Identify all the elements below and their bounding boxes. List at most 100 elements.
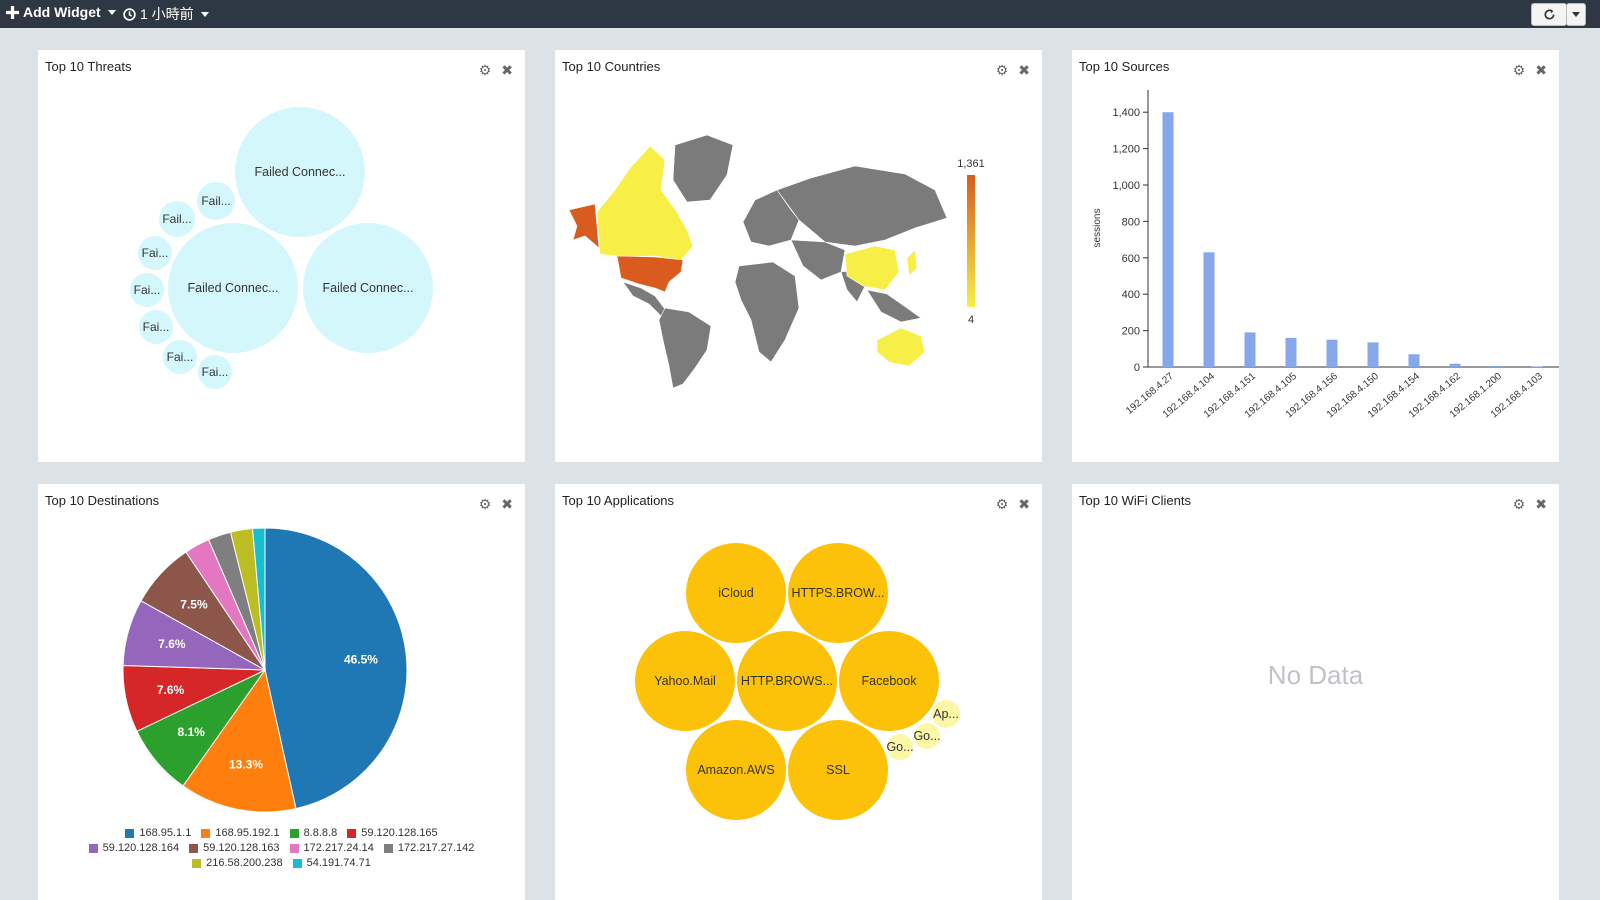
legend-item[interactable]: 216.58.200.238 (192, 857, 283, 869)
application-bubble[interactable]: iCloud (686, 543, 786, 643)
close-icon[interactable]: ✖ (1018, 62, 1030, 78)
close-icon[interactable]: ✖ (1018, 496, 1030, 512)
bar[interactable] (1490, 365, 1502, 367)
pie-slice[interactable] (264, 527, 408, 810)
threat-bubble[interactable]: Fai... (198, 355, 232, 389)
application-bubble[interactable]: Facebook (839, 631, 939, 731)
legend-item[interactable]: 168.95.192.1 (201, 827, 280, 839)
bar[interactable] (1449, 363, 1461, 367)
gear-icon[interactable]: ⚙ (1512, 62, 1526, 78)
application-bubble-label: Go... (886, 740, 913, 754)
widget-controls: ⚙ ✖ (479, 62, 513, 79)
legend-label: 172.217.24.14 (303, 842, 374, 854)
application-bubble[interactable]: Go... (886, 734, 914, 760)
threat-bubble[interactable]: Fai... (138, 236, 172, 270)
map-region-alaska[interactable] (568, 203, 600, 249)
threat-bubble[interactable]: Failed Connec... (168, 223, 298, 353)
legend-swatch (201, 828, 211, 838)
threat-bubble[interactable]: Failed Connec... (235, 107, 365, 237)
application-bubble-label: Facebook (862, 674, 918, 688)
threat-bubble[interactable]: Fail... (159, 201, 195, 237)
legend-item[interactable]: 172.217.24.14 (289, 842, 374, 854)
legend-item[interactable]: 8.8.8.8 (289, 827, 337, 839)
pie-slice[interactable] (182, 668, 297, 813)
gear-icon[interactable]: ⚙ (1512, 496, 1526, 512)
application-bubble[interactable]: Yahoo.Mail (635, 631, 735, 731)
time-range-label: 1 小時前 (140, 6, 194, 22)
close-icon[interactable]: ✖ (1535, 496, 1547, 512)
map-region-southeast-asia[interactable] (866, 289, 922, 323)
pie-slice-label: 13.3% (229, 758, 263, 772)
legend-swatch (292, 858, 302, 868)
threat-bubble[interactable]: Fail... (197, 182, 235, 220)
map-region-greenland[interactable] (672, 134, 734, 203)
threat-bubble-label: Fai... (167, 350, 194, 364)
bar[interactable] (1531, 366, 1543, 367)
bar[interactable] (1244, 332, 1256, 367)
legend-label: 59.120.128.164 (102, 842, 180, 854)
close-icon[interactable]: ✖ (501, 496, 513, 512)
y-tick-label: 1,000 (1112, 180, 1140, 192)
legend-item[interactable]: 172.217.27.142 (383, 842, 474, 854)
legend-item[interactable]: 59.120.128.165 (347, 827, 438, 839)
pie-slice-label: 7.5% (180, 598, 208, 612)
threat-bubble-label: Failed Connec... (254, 165, 345, 179)
application-bubble[interactable]: SSL (788, 720, 888, 820)
pie-slice-label: 8.1% (178, 725, 206, 739)
legend-swatch (125, 828, 135, 838)
refresh-options-button[interactable] (1566, 3, 1586, 26)
widget-title: Top 10 Sources (1079, 59, 1170, 74)
gear-icon[interactable]: ⚙ (995, 62, 1009, 78)
pie-slice-label: 7.6% (157, 683, 185, 697)
map-countries (568, 134, 948, 389)
application-bubble[interactable]: Ap... (932, 700, 960, 728)
chevron-down-icon (1572, 12, 1580, 17)
scale-max-label: 1,361 (957, 158, 985, 170)
legend-label: 216.58.200.238 (206, 857, 283, 869)
map-region-japan[interactable] (906, 249, 918, 277)
legend-swatch (289, 843, 299, 853)
refresh-button[interactable] (1531, 3, 1567, 26)
legend-row: 168.95.1.1 168.95.192.1 8.8.8.8 59.120.128.… (38, 827, 525, 839)
map-region-south-america[interactable] (658, 307, 712, 389)
application-bubble[interactable]: HTTPS.BROW... (788, 543, 888, 643)
pie-slice[interactable] (251, 527, 266, 671)
legend-item[interactable]: 59.120.128.164 (88, 842, 180, 854)
legend-item[interactable]: 59.120.128.163 (189, 842, 280, 854)
bar[interactable] (1326, 339, 1338, 367)
add-widget-button[interactable]: Add Widget (6, 4, 116, 20)
map-region-australia[interactable] (876, 327, 926, 367)
pie-slice-label: 7.6% (158, 637, 186, 651)
map-region-china[interactable] (844, 245, 900, 291)
application-bubble[interactable]: HTTP.BROWS... (737, 631, 837, 731)
gear-icon[interactable]: ⚙ (478, 496, 492, 512)
threat-bubble[interactable]: Fai... (139, 310, 173, 344)
application-bubble[interactable]: Amazon.AWS (686, 720, 786, 820)
map-region-middle-east[interactable] (790, 239, 846, 281)
legend-item[interactable]: 54.191.74.71 (292, 857, 371, 869)
close-icon[interactable]: ✖ (501, 62, 513, 78)
gear-icon[interactable]: ⚙ (995, 496, 1009, 512)
bar[interactable] (1408, 354, 1420, 367)
bar[interactable] (1285, 337, 1297, 367)
map-region-russia[interactable] (776, 165, 948, 247)
gear-icon[interactable]: ⚙ (478, 62, 492, 78)
y-tick-label: 1,200 (1112, 144, 1140, 156)
threat-bubble[interactable]: Failed Connec... (303, 223, 433, 353)
bar[interactable] (1203, 252, 1215, 367)
threat-bubble[interactable]: Fai... (130, 273, 164, 307)
legend-item[interactable]: 168.95.1.1 (125, 827, 191, 839)
legend-row: 216.58.200.238 54.191.74.71 (38, 857, 525, 869)
threat-bubble[interactable]: Fai... (163, 340, 197, 374)
map-region-usa[interactable] (616, 255, 684, 293)
widget-title: Top 10 Applications (562, 493, 675, 508)
time-range-dropdown[interactable]: 1 小時前 (123, 4, 209, 24)
close-icon[interactable]: ✖ (1535, 62, 1547, 78)
threat-bubble-label: Fail... (201, 194, 230, 208)
bar[interactable] (1367, 342, 1379, 367)
bar[interactable] (1162, 112, 1174, 367)
map-region-africa[interactable] (734, 261, 800, 363)
y-tick-label: 200 (1122, 326, 1140, 338)
threats-bubble-chart: Failed Connec... Failed Connec... Failed C… (130, 107, 433, 389)
application-bubble[interactable]: Go... (913, 723, 941, 749)
